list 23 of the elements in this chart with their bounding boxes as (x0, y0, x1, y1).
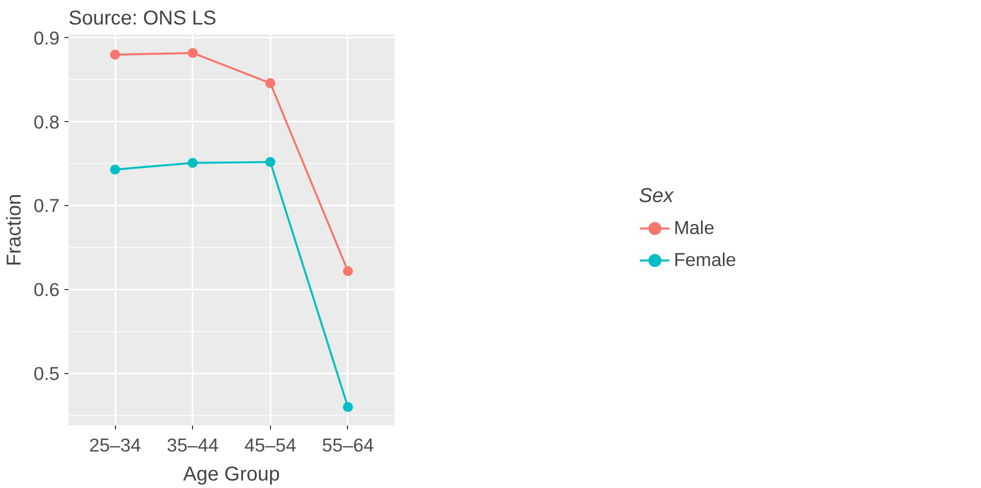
chart-title: Source: ONS LS (68, 8, 216, 30)
legend-title: Sex (638, 184, 675, 208)
x-tick-label: 35–44 (166, 434, 219, 456)
y-tick-label: 0.6 (34, 279, 60, 300)
point (110, 164, 120, 175)
point (342, 266, 353, 276)
point (342, 402, 353, 412)
x-tick-label: 25–34 (89, 434, 142, 456)
point (188, 158, 198, 168)
point (265, 157, 276, 168)
x-tick-label: 45–54 (244, 434, 296, 456)
legend-label: Female (674, 248, 736, 270)
point (265, 78, 276, 88)
y-tick-label: 0.8 (34, 111, 60, 132)
legend-label: Male (674, 216, 714, 238)
point (188, 48, 198, 58)
y-axis-title: Fraction (4, 194, 26, 266)
y-tick-label: 0.5 (34, 362, 60, 384)
x-axis-title: Age Group (183, 464, 280, 486)
y-tick-label: 0.9 (34, 27, 60, 48)
y-tick-label: 0.7 (34, 195, 60, 216)
x-tick-label: 55–64 (322, 434, 374, 456)
point (110, 50, 120, 60)
